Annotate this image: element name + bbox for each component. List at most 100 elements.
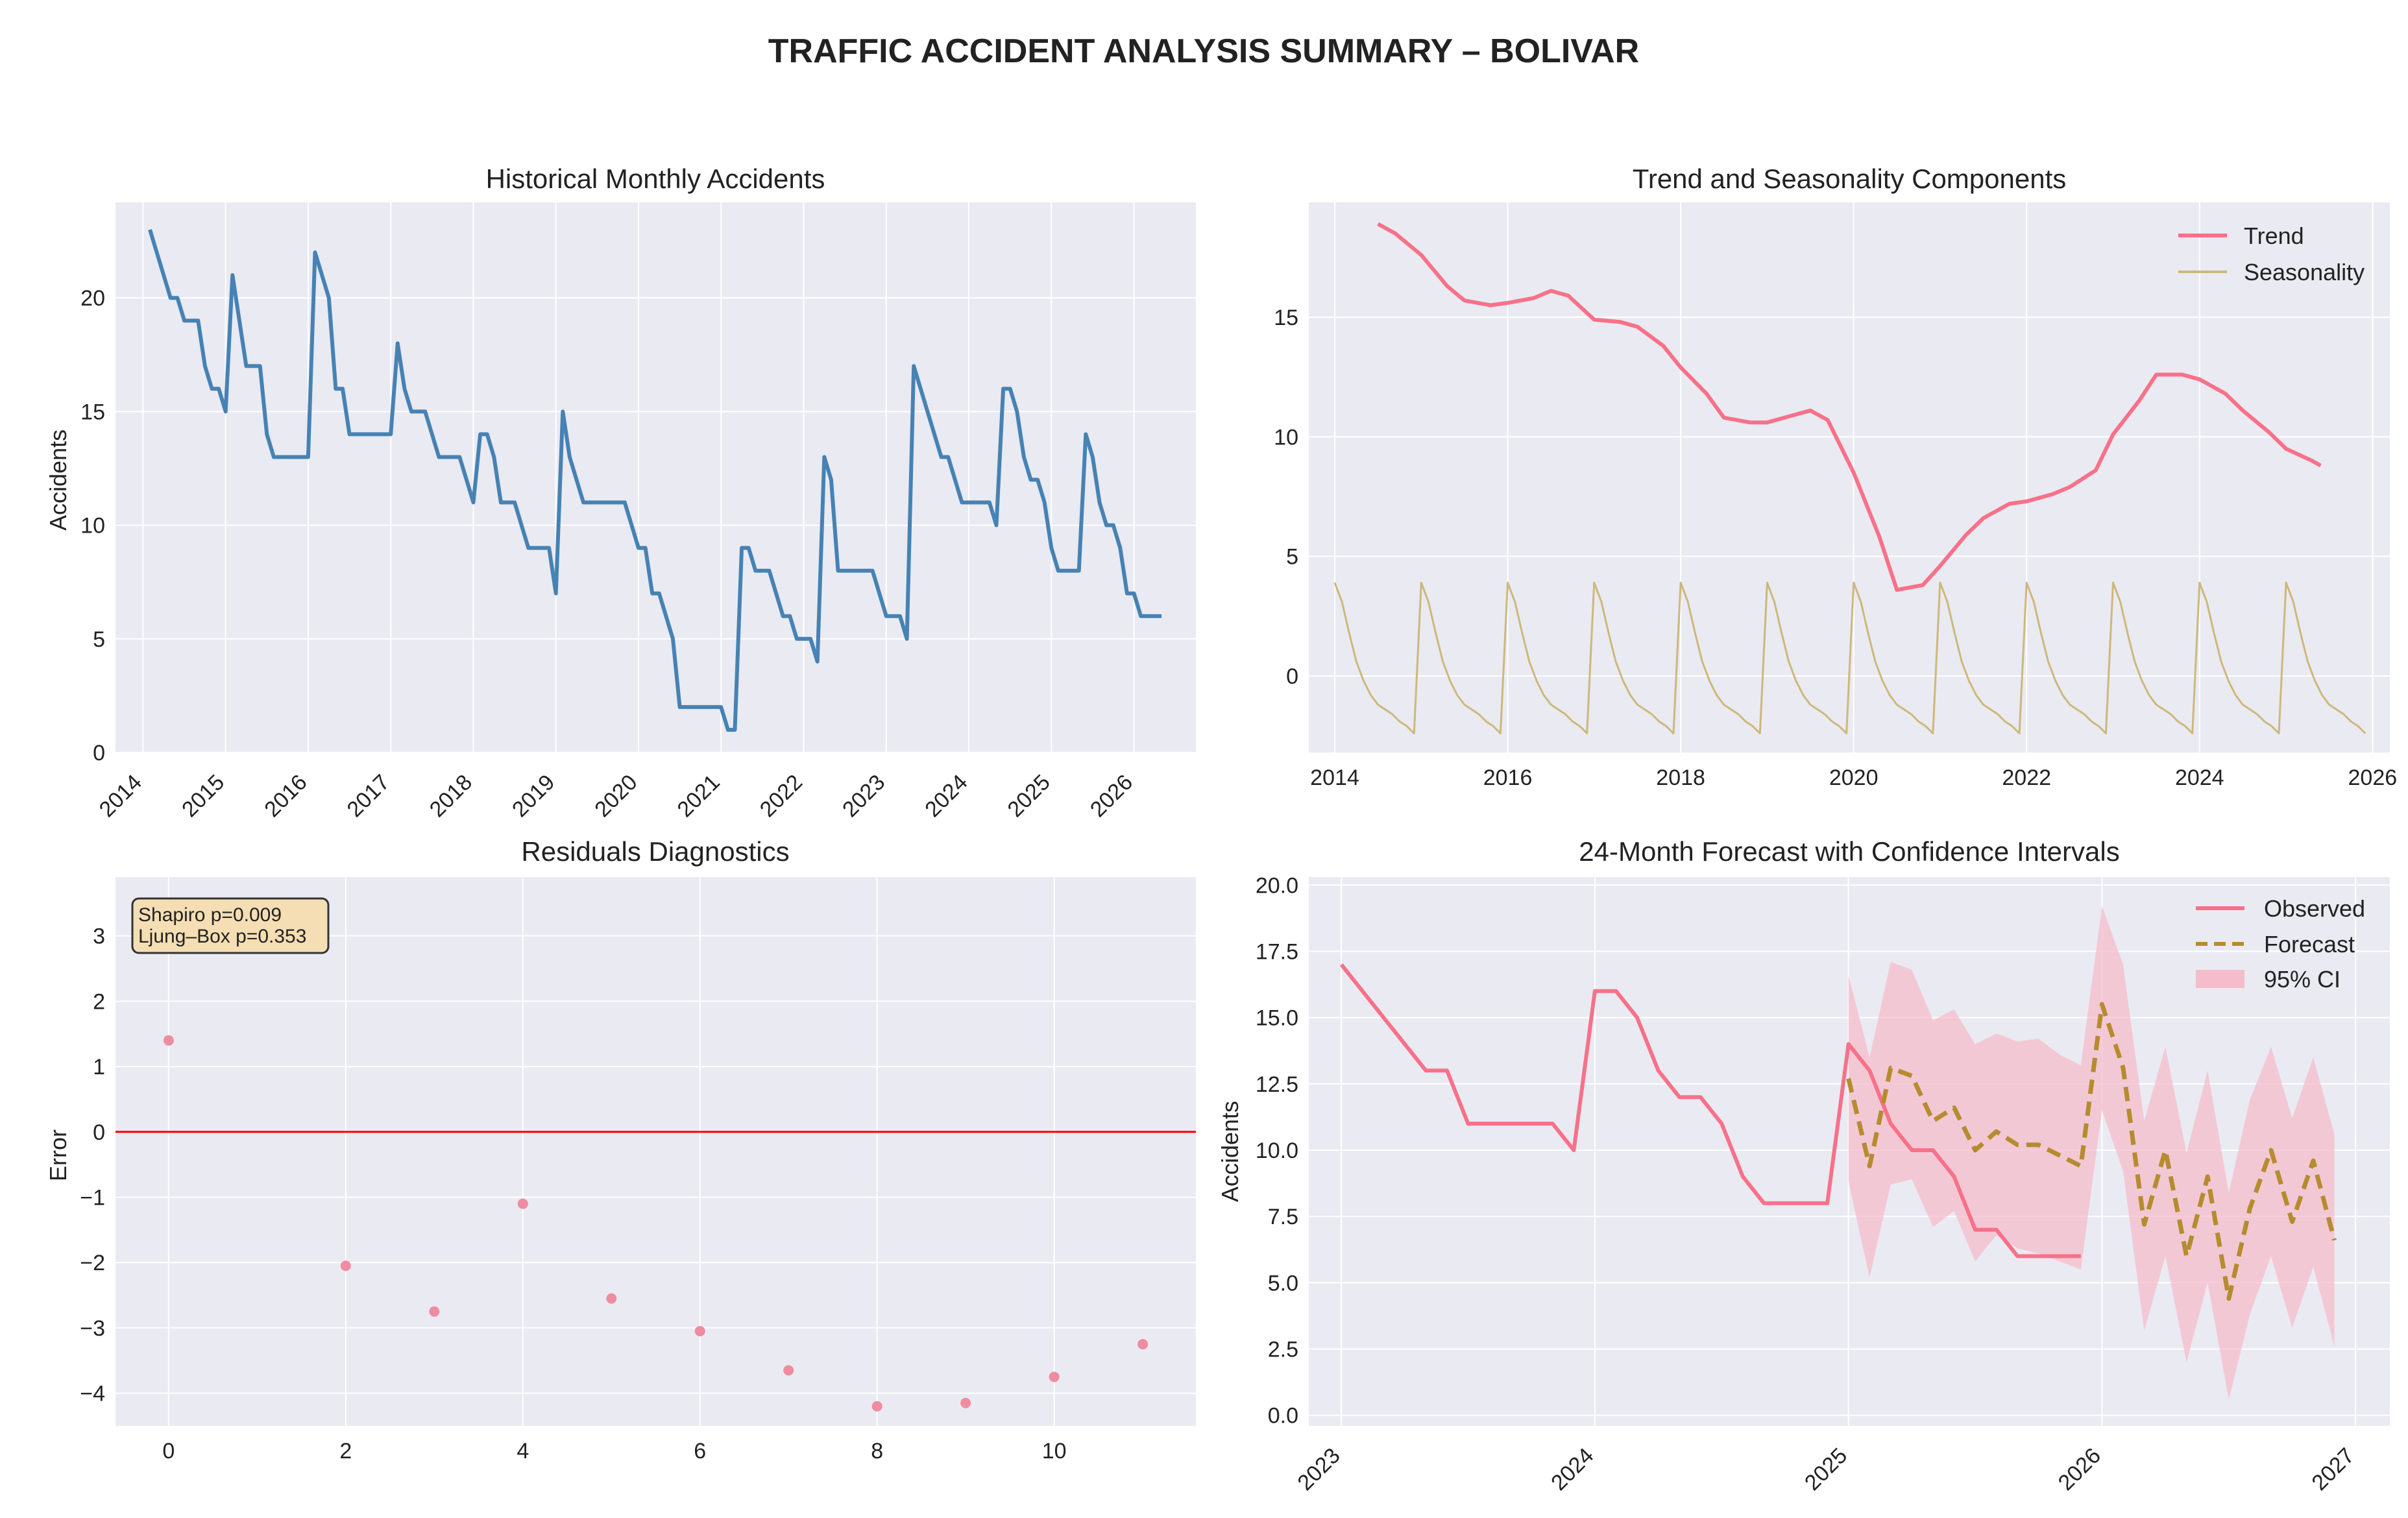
- residual-point: [871, 1401, 882, 1412]
- residual-point: [1137, 1339, 1149, 1350]
- residuals-ytick-label: −2: [80, 1251, 105, 1275]
- historical-xtick-label: 2016: [260, 770, 311, 822]
- forecast-ytick-label: 20.0: [1256, 873, 1298, 898]
- residuals-ytick-label: −1: [80, 1186, 105, 1211]
- residuals-xtick-label: 10: [1042, 1439, 1067, 1464]
- decomposition-panel: Trend and Seasonality Components Trend S…: [1274, 163, 2397, 790]
- forecast-ylabel: Accidents: [1217, 1101, 1243, 1202]
- forecast-line: [1846, 1002, 2337, 1301]
- residuals-ytick-label: 0: [93, 1120, 105, 1145]
- forecast-title: 24-Month Forecast with Confidence Interv…: [1579, 836, 2119, 867]
- figure-title: TRAFFIC ACCIDENT ANALYSIS SUMMARY – BOLI…: [768, 32, 1639, 70]
- historical-xtick-label: 2025: [1003, 770, 1055, 822]
- historical-title: Historical Monthly Accidents: [486, 163, 825, 194]
- historical-panel: Historical Monthly Accidents Accidents 2…: [45, 163, 1196, 822]
- decomposition-legend: Trend Seasonality: [2178, 223, 2365, 285]
- residuals-ytick-label: −3: [80, 1316, 105, 1341]
- legend-ci-label: 95% CI: [2264, 966, 2341, 993]
- forecast-ytick-label: 17.5: [1256, 939, 1298, 964]
- residuals-plot-area: [116, 877, 1196, 1426]
- historical-xtick-label: 2023: [838, 770, 890, 822]
- residual-point: [606, 1293, 617, 1304]
- historical-ytick-label: 0: [93, 741, 105, 765]
- forecast-ytick-label: 2.5: [1268, 1337, 1298, 1362]
- residual-point: [340, 1260, 351, 1271]
- forecast-panel: 24-Month Forecast with Confidence Interv…: [1217, 836, 2390, 1495]
- decomposition-ytick-label: 15: [1274, 306, 1298, 330]
- historical-ytick-label: 20: [80, 286, 105, 311]
- residual-point: [163, 1035, 174, 1046]
- legend-observed-label: Observed: [2264, 895, 2365, 922]
- legend-seasonality-label: Seasonality: [2244, 259, 2365, 285]
- decomposition-xtick-label: 2024: [2175, 765, 2224, 790]
- forecast-ytick-label: 15.0: [1256, 1006, 1298, 1031]
- historical-xtick-label: 2019: [507, 770, 559, 822]
- historical-plot-area: [116, 202, 1196, 753]
- historical-xtick-label: 2026: [1086, 770, 1137, 822]
- forecast-legend: Observed Forecast 95% CI: [2196, 895, 2365, 993]
- observed-line: [1339, 963, 2081, 1259]
- historical-xtick-label: 2020: [590, 770, 642, 822]
- decomposition-ytick-label: 0: [1286, 664, 1298, 689]
- decomposition-title: Trend and Seasonality Components: [1633, 163, 2067, 194]
- historical-xtick-label: 2021: [673, 770, 725, 822]
- historical-ytick-label: 5: [93, 627, 105, 652]
- historical-xtick-label: 2018: [425, 770, 477, 822]
- decomposition-ytick-label: 10: [1274, 425, 1298, 450]
- historical-ylabel: Accidents: [45, 429, 71, 531]
- forecast-xtick-label: 2025: [1800, 1443, 1852, 1495]
- decomposition-xtick-label: 2014: [1310, 765, 1359, 790]
- seasonality-line: [1333, 581, 2366, 734]
- residuals-xtick-label: 8: [871, 1439, 883, 1464]
- residual-point: [429, 1306, 440, 1317]
- residuals-xtick-label: 4: [517, 1439, 529, 1464]
- confidence-interval-band: [1848, 906, 2335, 1400]
- historical-xtick-label: 2022: [755, 770, 807, 822]
- legend-trend-label: Trend: [2244, 223, 2304, 249]
- decomposition-xtick-label: 2020: [1829, 765, 1879, 790]
- residual-point: [1049, 1371, 1060, 1382]
- residuals-ylabel: Error: [45, 1129, 71, 1181]
- historical-ytick-label: 15: [80, 400, 105, 424]
- historical-xtick-label: 2017: [343, 770, 395, 822]
- residuals-ytick-label: −4: [80, 1382, 105, 1406]
- ljung-box-stat: Ljung–Box p=0.353: [138, 926, 306, 947]
- residuals-stats-frame: [131, 897, 330, 954]
- residuals-ytick-label: 3: [93, 924, 105, 949]
- residuals-ytick-label: 2: [93, 989, 105, 1014]
- decomposition-xtick-label: 2016: [1483, 765, 1533, 790]
- residuals-xtick-label: 6: [694, 1439, 706, 1464]
- residual-point: [694, 1325, 705, 1336]
- forecast-ytick-label: 12.5: [1256, 1072, 1298, 1097]
- forecast-xtick-label: 2024: [1546, 1443, 1598, 1495]
- residuals-title: Residuals Diagnostics: [521, 836, 789, 867]
- historical-ytick-label: 10: [80, 514, 105, 538]
- residual-point: [783, 1365, 794, 1376]
- forecast-ytick-label: 10.0: [1256, 1138, 1298, 1163]
- residuals-stats-box: Shapiro p=0.009 Ljung–Box p=0.353: [131, 897, 330, 954]
- legend-forecast-label: Forecast: [2264, 931, 2355, 958]
- decomposition-xtick-label: 2018: [1656, 765, 1705, 790]
- historical-xtick-label: 2014: [95, 770, 147, 822]
- historical-xtick-label: 2015: [177, 770, 229, 822]
- residual-point: [517, 1198, 528, 1209]
- forecast-ytick-label: 5.0: [1268, 1271, 1298, 1295]
- shapiro-stat: Shapiro p=0.009: [138, 904, 282, 926]
- residuals-xtick-label: 2: [339, 1439, 352, 1464]
- residual-point: [960, 1397, 971, 1408]
- residuals-panel: Residuals Diagnostics Error Shapiro p=0.…: [45, 836, 1196, 1464]
- legend-ci-swatch: [2196, 970, 2244, 988]
- historical-xtick-label: 2024: [920, 770, 972, 822]
- residuals-ytick-label: 1: [93, 1055, 105, 1079]
- forecast-ytick-label: 0.0: [1268, 1404, 1298, 1428]
- decomposition-xtick-label: 2022: [2002, 765, 2051, 790]
- forecast-ytick-label: 7.5: [1268, 1205, 1298, 1229]
- decomposition-ytick-label: 5: [1286, 545, 1298, 570]
- forecast-xtick-label: 2023: [1293, 1443, 1344, 1495]
- residuals-xtick-label: 0: [162, 1439, 175, 1464]
- forecast-xtick-label: 2026: [2054, 1443, 2106, 1495]
- decomposition-xtick-label: 2026: [2348, 765, 2398, 790]
- forecast-xtick-label: 2027: [2307, 1443, 2359, 1495]
- trend-line: [1377, 222, 2322, 592]
